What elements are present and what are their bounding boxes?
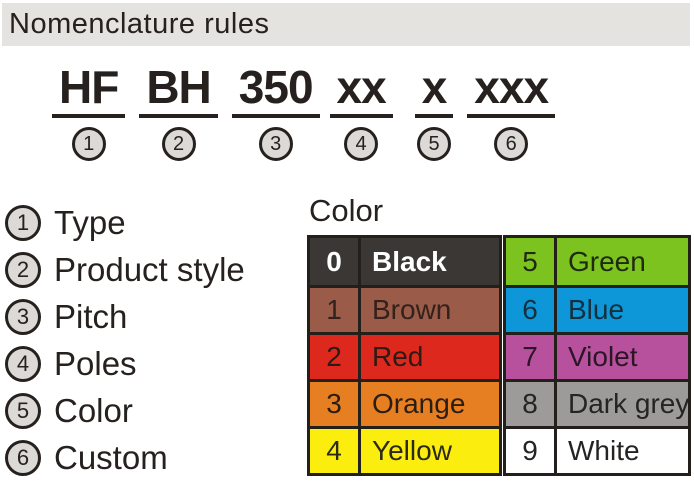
color-code: 8 <box>506 382 557 426</box>
badge-number: 6 <box>16 444 30 470</box>
badge-number: 4 <box>355 133 367 155</box>
circled-number-badge: 4 <box>344 127 379 161</box>
color-code: 5 <box>506 238 557 285</box>
badge-number: 5 <box>16 397 30 423</box>
badge-number: 2 <box>16 256 30 282</box>
color-row-orange: 3 Orange <box>310 379 499 426</box>
color-code: 7 <box>506 335 557 379</box>
legend-label: Color <box>54 391 133 429</box>
color-code: 2 <box>310 335 361 379</box>
badge-number: 4 <box>16 350 30 376</box>
part-number-segment: xx 4 <box>328 62 395 161</box>
underline <box>414 114 454 118</box>
legend-label: Poles <box>54 344 137 382</box>
color-code: 6 <box>506 288 557 332</box>
part-number-text: BH <box>146 61 211 113</box>
legend-item: 2 Product style <box>5 246 245 293</box>
circled-number-badge: 3 <box>5 298 41 335</box>
color-row-green: 5 Green <box>506 238 688 285</box>
color-code: 9 <box>506 429 557 473</box>
color-table-right: 5 Green 6 Blue 7 Violet 8 Dark grey 9 White <box>503 235 691 476</box>
part-number: HF 1 BH 2 350 3 xx 4 x 5 xxx 6 <box>50 62 557 161</box>
page-title: Nomenclature rules <box>9 8 270 40</box>
legend-label: Pitch <box>54 297 128 335</box>
legend: 1 Type 2 Product style 3 Pitch 4 Poles 5… <box>5 199 245 481</box>
part-number-text: xx <box>336 61 387 113</box>
color-row-violet: 7 Violet <box>506 332 688 379</box>
circled-number-badge: 1 <box>71 127 106 161</box>
color-table-title: Color <box>309 193 384 228</box>
color-row-blue: 6 Blue <box>506 285 688 332</box>
badge-number: 1 <box>83 133 95 155</box>
circled-number-badge: 3 <box>258 127 293 161</box>
color-row-dark-grey: 8 Dark grey <box>506 379 688 426</box>
circled-number-badge: 4 <box>5 345 41 382</box>
underline <box>231 114 320 118</box>
part-number-segment: BH 2 <box>137 62 219 161</box>
badge-number: 6 <box>505 133 517 155</box>
legend-label: Product style <box>54 250 245 288</box>
color-row-yellow: 4 Yellow <box>310 426 499 473</box>
color-name: Black <box>372 245 447 277</box>
part-number-segment: xxx 6 <box>465 62 557 161</box>
part-number-segment: 350 3 <box>230 62 322 161</box>
legend-item: 5 Color <box>5 387 245 434</box>
legend-label: Type <box>54 203 126 241</box>
color-code: 0 <box>310 238 361 285</box>
color-name: White <box>568 435 640 466</box>
color-name: Red <box>372 341 424 372</box>
underline <box>52 114 126 118</box>
underline <box>139 114 218 118</box>
color-table-left: 0 Black 1 Brown 2 Red 3 Orange 4 Yellow <box>307 235 502 476</box>
color-name: Orange <box>372 388 466 419</box>
color-code: 4 <box>310 429 361 473</box>
underline <box>329 114 393 118</box>
legend-label: Custom <box>54 438 168 476</box>
color-name: Dark grey <box>568 388 688 419</box>
color-row-white: 9 White <box>506 426 688 473</box>
color-name: Violet <box>568 341 638 372</box>
part-number-text: x <box>421 61 448 113</box>
legend-item: 1 Type <box>5 199 245 246</box>
color-name: Brown <box>372 294 452 325</box>
circled-number-badge: 6 <box>5 439 41 476</box>
color-name: Blue <box>568 294 625 325</box>
circled-number-badge: 2 <box>161 127 196 161</box>
badge-number: 5 <box>428 133 440 155</box>
badge-number: 2 <box>172 133 185 155</box>
color-row-brown: 1 Brown <box>310 285 499 332</box>
circled-number-badge: 1 <box>5 204 41 241</box>
color-row-red: 2 Red <box>310 332 499 379</box>
badge-number: 3 <box>270 133 282 155</box>
color-code: 1 <box>310 288 361 332</box>
part-number-text: 350 <box>238 61 314 113</box>
legend-item: 3 Pitch <box>5 293 245 340</box>
color-name: Green <box>568 245 646 277</box>
title-bar: Nomenclature rules <box>2 3 690 46</box>
circled-number-badge: 2 <box>5 251 41 288</box>
part-number-segment: HF 1 <box>50 62 127 161</box>
color-code: 3 <box>310 382 361 426</box>
circled-number-badge: 5 <box>5 392 41 429</box>
underline <box>467 114 556 118</box>
legend-item: 6 Custom <box>5 434 245 481</box>
part-number-text: xxx <box>474 61 549 113</box>
badge-number: 1 <box>16 209 30 235</box>
part-number-segment: x 5 <box>413 62 456 161</box>
color-name: Yellow <box>372 435 452 466</box>
badge-number: 3 <box>16 303 30 329</box>
circled-number-badge: 5 <box>417 127 451 161</box>
legend-item: 4 Poles <box>5 340 245 387</box>
circled-number-badge: 6 <box>494 127 529 161</box>
part-number-text: HF <box>59 61 119 113</box>
color-row-black: 0 Black <box>310 238 499 285</box>
